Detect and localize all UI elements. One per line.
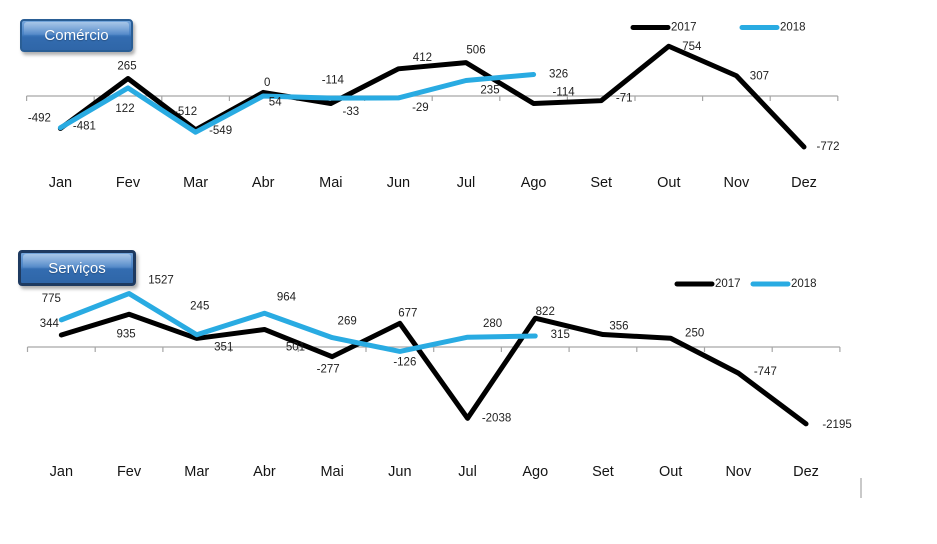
- servicos-data-label-2018-jul: 280: [483, 318, 502, 330]
- servicos-month-label-jan: Jan: [50, 464, 73, 480]
- servicos-month-label-dez: Dez: [793, 464, 819, 480]
- comercio-chart: -492 265 -512 54 -114 412 506 -114 -71 754 307 -772…: [26, 22, 840, 191]
- comercio-month-label-jul: Jul: [457, 175, 476, 191]
- servicos-data-label-2017-mar: 245: [190, 300, 209, 312]
- comercio-data-label-2018-jul: 235: [480, 84, 499, 96]
- cell-edge-mark: [860, 478, 862, 498]
- comercio-button[interactable]: Comércio: [20, 19, 133, 52]
- servicos-month-label-mai: Mai: [320, 464, 343, 480]
- comercio-month-label-jan: Jan: [49, 175, 72, 191]
- comercio-data-label-2018-mai: -33: [342, 106, 359, 118]
- servicos-data-label-2018-fev: 1527: [148, 275, 174, 287]
- comercio-data-label-2017-abr: 54: [269, 96, 282, 108]
- comercio-legend-label-2017: 2017: [671, 22, 697, 34]
- comercio-data-label-2017-jan: -492: [28, 112, 51, 124]
- servicos-data-label-2017-abr: 501: [286, 341, 305, 353]
- comercio-data-label-2017-out: 754: [682, 41, 702, 53]
- comercio-data-label-2018-jan: -481: [73, 121, 96, 133]
- servicos-legend-label-2017: 2017: [715, 278, 741, 290]
- servicos-data-label-2018-abr: 964: [277, 291, 297, 303]
- servicos-data-label-2018-jan: 775: [42, 293, 61, 305]
- comercio-data-label-2017-mar: -512: [174, 106, 197, 118]
- comercio-month-label-mar: Mar: [183, 175, 208, 191]
- servicos-data-label-2018-ago: 315: [551, 329, 570, 341]
- servicos-data-label-2017-jan: 344: [40, 318, 60, 330]
- servicos-data-label-2017-mai: -277: [317, 364, 340, 376]
- comercio-data-label-2017-mai: -114: [322, 75, 345, 87]
- servicos-chart: 344 935 245 501 -277 677 -2038 822 356 250 -747 -21…: [26, 275, 852, 480]
- comercio-data-label-2017-jun: 412: [413, 52, 432, 64]
- comercio-series-line-2017: [57, 43, 807, 150]
- servicos-month-label-set: Set: [592, 464, 614, 480]
- servicos-month-label-fev: Fev: [117, 464, 142, 480]
- servicos-month-label-jul: Jul: [458, 464, 477, 480]
- comercio-data-label-2018-mar: -549: [209, 125, 232, 137]
- servicos-legend-label-2018: 2018: [791, 278, 817, 290]
- servicos-series-line-2018: [58, 291, 538, 354]
- comercio-month-label-jun: Jun: [387, 175, 410, 191]
- comercio-month-label-fev: Fev: [116, 175, 141, 191]
- servicos-data-label-2017-set: 356: [609, 321, 628, 333]
- servicos-month-label-ago: Ago: [522, 464, 548, 480]
- comercio-legend-label-2018: 2018: [780, 22, 806, 34]
- servicos-data-label-2017-jun: 677: [398, 307, 417, 319]
- comercio-data-label-2017-fev: 265: [117, 61, 136, 73]
- servicos-data-label-2018-mai: 269: [338, 316, 357, 328]
- comercio-month-label-ago: Ago: [521, 175, 547, 191]
- comercio-data-label-2017-dez: -772: [816, 141, 839, 153]
- comercio-month-label-set: Set: [590, 175, 612, 191]
- comercio-data-label-2018-fev: 122: [115, 103, 134, 115]
- servicos-month-label-jun: Jun: [388, 464, 411, 480]
- servicos-data-label-2017-out: 250: [685, 327, 704, 339]
- comercio-month-label-out: Out: [657, 175, 680, 191]
- comercio-month-label-mai: Mai: [319, 175, 342, 191]
- comercio-data-label-2018-jun: -29: [412, 102, 429, 114]
- servicos-data-label-2017-fev: 935: [116, 328, 135, 340]
- servicos-month-label-out: Out: [659, 464, 682, 480]
- comercio-month-label-dez: Dez: [791, 175, 817, 191]
- servicos-data-label-2017-ago: 822: [536, 306, 555, 318]
- comercio-data-label-2017-ago: -114: [553, 87, 576, 99]
- servicos-data-label-2017-nov: -747: [754, 366, 777, 378]
- servicos-month-label-nov: Nov: [725, 464, 752, 480]
- comercio-data-label-2017-set: -71: [616, 93, 633, 105]
- servicos-data-label-2017-jul: -2038: [482, 412, 511, 424]
- comercio-data-label-2017-jul: 506: [466, 45, 485, 57]
- servicos-month-label-mar: Mar: [184, 464, 209, 480]
- servicos-data-label-2018-mar: 351: [214, 342, 233, 354]
- comercio-data-label-2018-ago: 326: [549, 68, 568, 80]
- servicos-month-label-abr: Abr: [253, 464, 276, 480]
- comercio-data-label-2017-nov: 307: [750, 71, 769, 83]
- servicos-data-label-2018-jun: -126: [393, 356, 416, 368]
- comercio-data-label-2018-abr: 0: [264, 77, 270, 89]
- comercio-series-line-2018: [57, 71, 537, 135]
- servicos-data-label-2017-dez: -2195: [822, 419, 851, 431]
- servicos-series-line-2017: [58, 311, 809, 427]
- servicos-button[interactable]: Serviços: [18, 250, 136, 286]
- comercio-month-label-abr: Abr: [252, 175, 275, 191]
- comercio-month-label-nov: Nov: [724, 175, 751, 191]
